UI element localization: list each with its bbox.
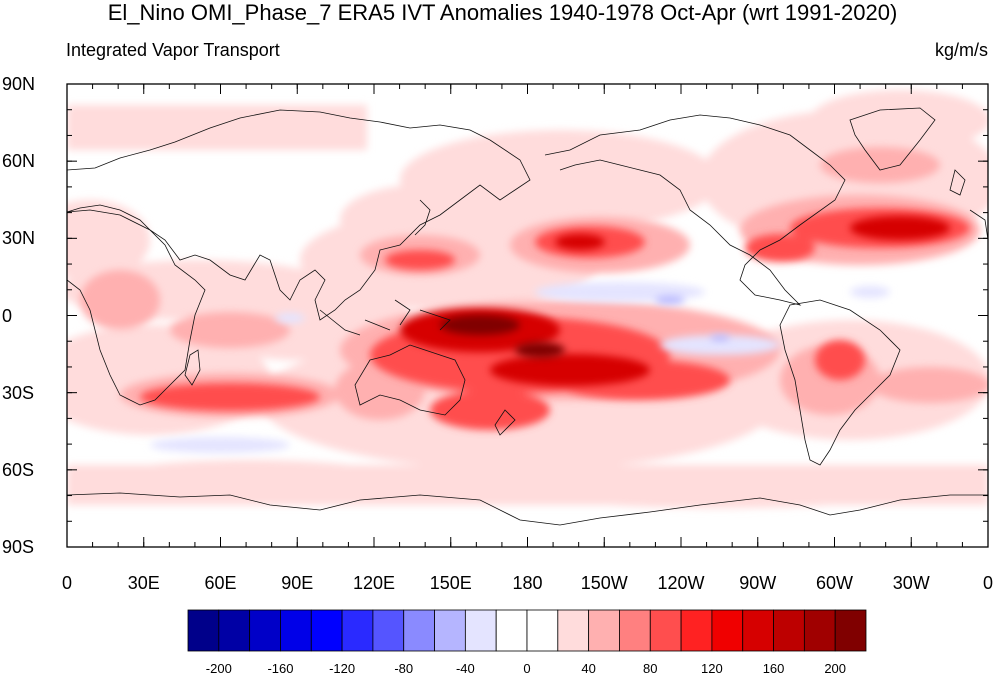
colorbar-box [403,609,435,652]
colorbar-box [372,609,405,652]
colorbar-box [649,609,682,652]
map-panel [66,83,989,548]
lat-label: 90S [2,537,35,557]
lon-label: 0 [61,573,72,593]
colorbar-box [310,609,343,652]
units-label: kg/m/s [934,40,988,60]
colorbar-box [680,609,713,652]
variable-label: Integrated Vapor Transport [66,40,280,60]
lon-label: 120W [657,573,705,593]
colorbar-box [803,609,836,652]
lon-label: 150W [580,573,628,593]
colorbar-label: 200 [824,661,847,676]
lat-label: 30N [2,228,36,249]
lon-label: 90E [281,573,314,593]
lon-label: 30E [127,573,160,593]
coastlines [67,107,988,526]
lon-label: 180 [512,573,543,593]
colorbar-label: 160 [762,661,785,676]
colorbar-box [434,609,466,652]
colorbar-box [187,609,220,652]
lat-label: 60S [2,459,35,480]
colorbar-label: 40 [581,661,596,676]
colorbar-label: -80 [394,661,414,676]
lon-label: 90W [739,573,777,593]
colorbar-box [711,609,744,652]
colorbar-label: 120 [701,661,723,676]
colorbar-box [834,609,867,652]
lat-label: 60N [2,151,36,172]
colorbar-label: 0 [523,661,531,676]
colorbar-box [464,609,497,652]
lon-label: 60W [815,573,853,593]
colorbar-box [249,609,281,652]
colorbar-box [218,609,251,652]
lon-label: 60E [204,573,237,593]
lon-label: 150E [429,573,472,593]
colorbar-label: 80 [643,661,658,676]
colorbar-box [619,609,651,652]
axis-ticks [66,83,989,548]
colorbar-box [557,609,590,652]
lon-label: 120E [352,573,396,593]
colorbar-label: -200 [205,661,232,676]
colorbar-label: -120 [329,661,356,676]
colorbar-box [742,609,774,652]
lon-label: 30W [892,573,930,593]
lat-label: 90N [2,74,36,94]
colorbar-box [495,609,528,652]
colorbar-box [773,609,805,652]
colorbar-box [526,609,559,652]
colorbar-box [280,609,312,652]
colorbar-label: -40 [455,661,475,676]
lat-label: 0 [2,305,13,326]
lat-label: 30S [2,382,35,403]
colorbar-box [341,609,374,652]
lon-label: 0 [982,573,993,593]
anomaly-field [67,90,988,526]
colorbar-label: -160 [267,661,294,676]
colorbar-box [588,609,620,652]
page-title: El_Nino OMI_Phase_7 ERA5 IVT Anomalies 1… [107,0,898,25]
